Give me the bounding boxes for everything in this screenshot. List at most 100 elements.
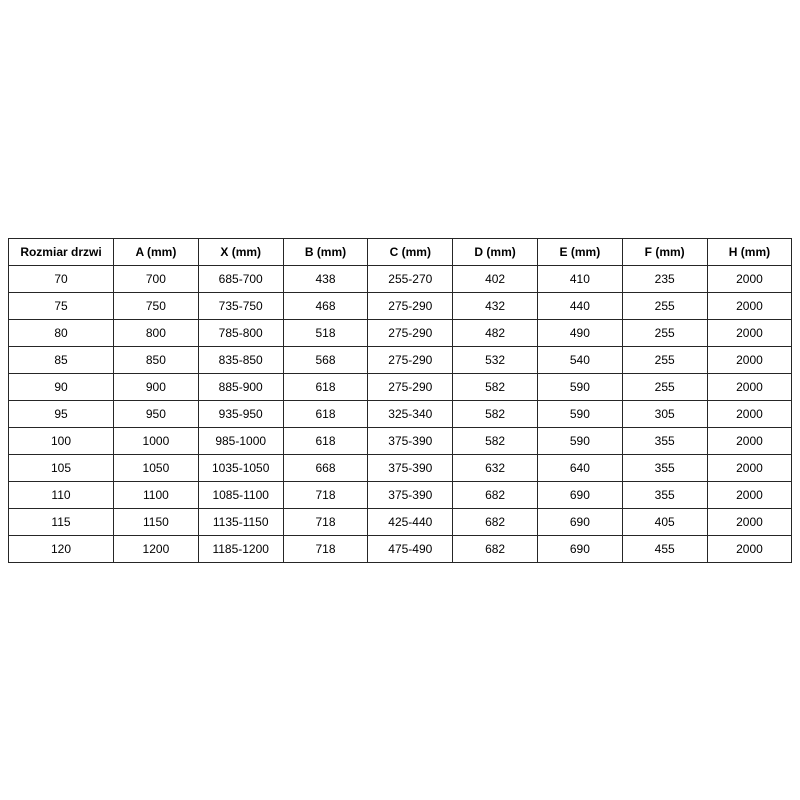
column-header: H (mm)	[706, 238, 793, 266]
table-cell: 275-290	[367, 346, 454, 374]
table-cell: 590	[536, 427, 623, 455]
column-header: C (mm)	[367, 238, 454, 266]
table-cell: 355	[621, 481, 708, 509]
table-cell: 255	[621, 346, 708, 374]
column-header: X (mm)	[197, 238, 284, 266]
table-cell: 690	[536, 481, 623, 509]
header-row: Rozmiar drzwi A (mm) X (mm) B (mm) C (mm) D (…	[8, 238, 793, 266]
table-cell: 275-290	[367, 319, 454, 347]
table-cell: 1135-1150	[197, 508, 284, 536]
table-cell: 100	[8, 427, 114, 455]
table-cell: 668	[282, 454, 369, 482]
column-header: F (mm)	[621, 238, 708, 266]
table-row: 115 1150 1135-1150 718 425-440 682 690 405 2000	[8, 508, 793, 536]
table-cell: 305	[621, 400, 708, 428]
table-row: 75 750 735-750 468 275-290 432 440 255 2000	[8, 292, 793, 320]
table-cell: 935-950	[197, 400, 284, 428]
table-row: 90 900 885-900 618 275-290 582 590 255 2000	[8, 373, 793, 401]
table-cell: 582	[452, 373, 538, 401]
table-cell: 718	[282, 535, 369, 563]
table-cell: 582	[452, 400, 538, 428]
table-cell: 275-290	[367, 292, 454, 320]
table-cell: 2000	[706, 265, 793, 293]
door-dimensions-table: Rozmiar drzwi A (mm) X (mm) B (mm) C (mm) D (…	[8, 238, 793, 563]
table-cell: 355	[621, 454, 708, 482]
table-cell: 2000	[706, 454, 793, 482]
table-cell: 682	[452, 508, 538, 536]
column-header: E (mm)	[536, 238, 623, 266]
table-cell: 985-1000	[197, 427, 284, 455]
table-cell: 850	[113, 346, 199, 374]
table-cell: 95	[8, 400, 114, 428]
table-cell: 785-800	[197, 319, 284, 347]
table-cell: 540	[536, 346, 623, 374]
column-header: B (mm)	[282, 238, 369, 266]
column-header: Rozmiar drzwi	[8, 238, 114, 266]
table-cell: 410	[536, 265, 623, 293]
table-cell: 1150	[113, 508, 199, 536]
table-cell: 255	[621, 319, 708, 347]
table-cell: 682	[452, 535, 538, 563]
table-cell: 375-390	[367, 481, 454, 509]
table-cell: 950	[113, 400, 199, 428]
table-row: 80 800 785-800 518 275-290 482 490 255 2000	[8, 319, 793, 347]
table-cell: 355	[621, 427, 708, 455]
table-cell: 632	[452, 454, 538, 482]
table-cell: 682	[452, 481, 538, 509]
table-cell: 590	[536, 373, 623, 401]
table-cell: 885-900	[197, 373, 284, 401]
table-cell: 1100	[113, 481, 199, 509]
table-cell: 532	[452, 346, 538, 374]
table-cell: 690	[536, 508, 623, 536]
table-cell: 490	[536, 319, 623, 347]
table-cell: 718	[282, 508, 369, 536]
table-cell: 2000	[706, 400, 793, 428]
table-cell: 2000	[706, 373, 793, 401]
table-cell: 835-850	[197, 346, 284, 374]
table-cell: 255-270	[367, 265, 454, 293]
table-cell: 690	[536, 535, 623, 563]
table-cell: 1200	[113, 535, 199, 563]
column-header: A (mm)	[113, 238, 199, 266]
table-cell: 1035-1050	[197, 454, 284, 482]
table-cell: 700	[113, 265, 199, 293]
table-row: 120 1200 1185-1200 718 475-490 682 690 455 2000	[8, 535, 793, 563]
table-cell: 120	[8, 535, 114, 563]
table-cell: 1050	[113, 454, 199, 482]
table-cell: 475-490	[367, 535, 454, 563]
table-cell: 800	[113, 319, 199, 347]
table-cell: 718	[282, 481, 369, 509]
table-cell: 325-340	[367, 400, 454, 428]
table-cell: 618	[282, 400, 369, 428]
table-cell: 735-750	[197, 292, 284, 320]
table-cell: 440	[536, 292, 623, 320]
table-cell: 590	[536, 400, 623, 428]
table-cell: 110	[8, 481, 114, 509]
table-header: Rozmiar drzwi A (mm) X (mm) B (mm) C (mm) D (…	[8, 238, 793, 266]
table-cell: 90	[8, 373, 114, 401]
table-cell: 1000	[113, 427, 199, 455]
table-body: 70 700 685-700 438 255-270 402 410 235 2000 75 750…	[8, 265, 793, 563]
table-cell: 900	[113, 373, 199, 401]
table-cell: 2000	[706, 319, 793, 347]
table-cell: 425-440	[367, 508, 454, 536]
table-cell: 582	[452, 427, 538, 455]
table-cell: 640	[536, 454, 623, 482]
table-cell: 455	[621, 535, 708, 563]
table-cell: 2000	[706, 508, 793, 536]
table-cell: 438	[282, 265, 369, 293]
table-row: 105 1050 1035-1050 668 375-390 632 640 355 2000	[8, 454, 793, 482]
column-header: D (mm)	[452, 238, 538, 266]
table-row: 85 850 835-850 568 275-290 532 540 255 2000	[8, 346, 793, 374]
door-dimensions-table-wrap: Rozmiar drzwi A (mm) X (mm) B (mm) C (mm) D (…	[8, 238, 793, 563]
table-cell: 2000	[706, 292, 793, 320]
table-cell: 568	[282, 346, 369, 374]
table-cell: 85	[8, 346, 114, 374]
table-row: 70 700 685-700 438 255-270 402 410 235 2000	[8, 265, 793, 293]
table-cell: 80	[8, 319, 114, 347]
table-row: 110 1100 1085-1100 718 375-390 682 690 355 2000	[8, 481, 793, 509]
table-cell: 375-390	[367, 427, 454, 455]
table-cell: 275-290	[367, 373, 454, 401]
table-cell: 75	[8, 292, 114, 320]
